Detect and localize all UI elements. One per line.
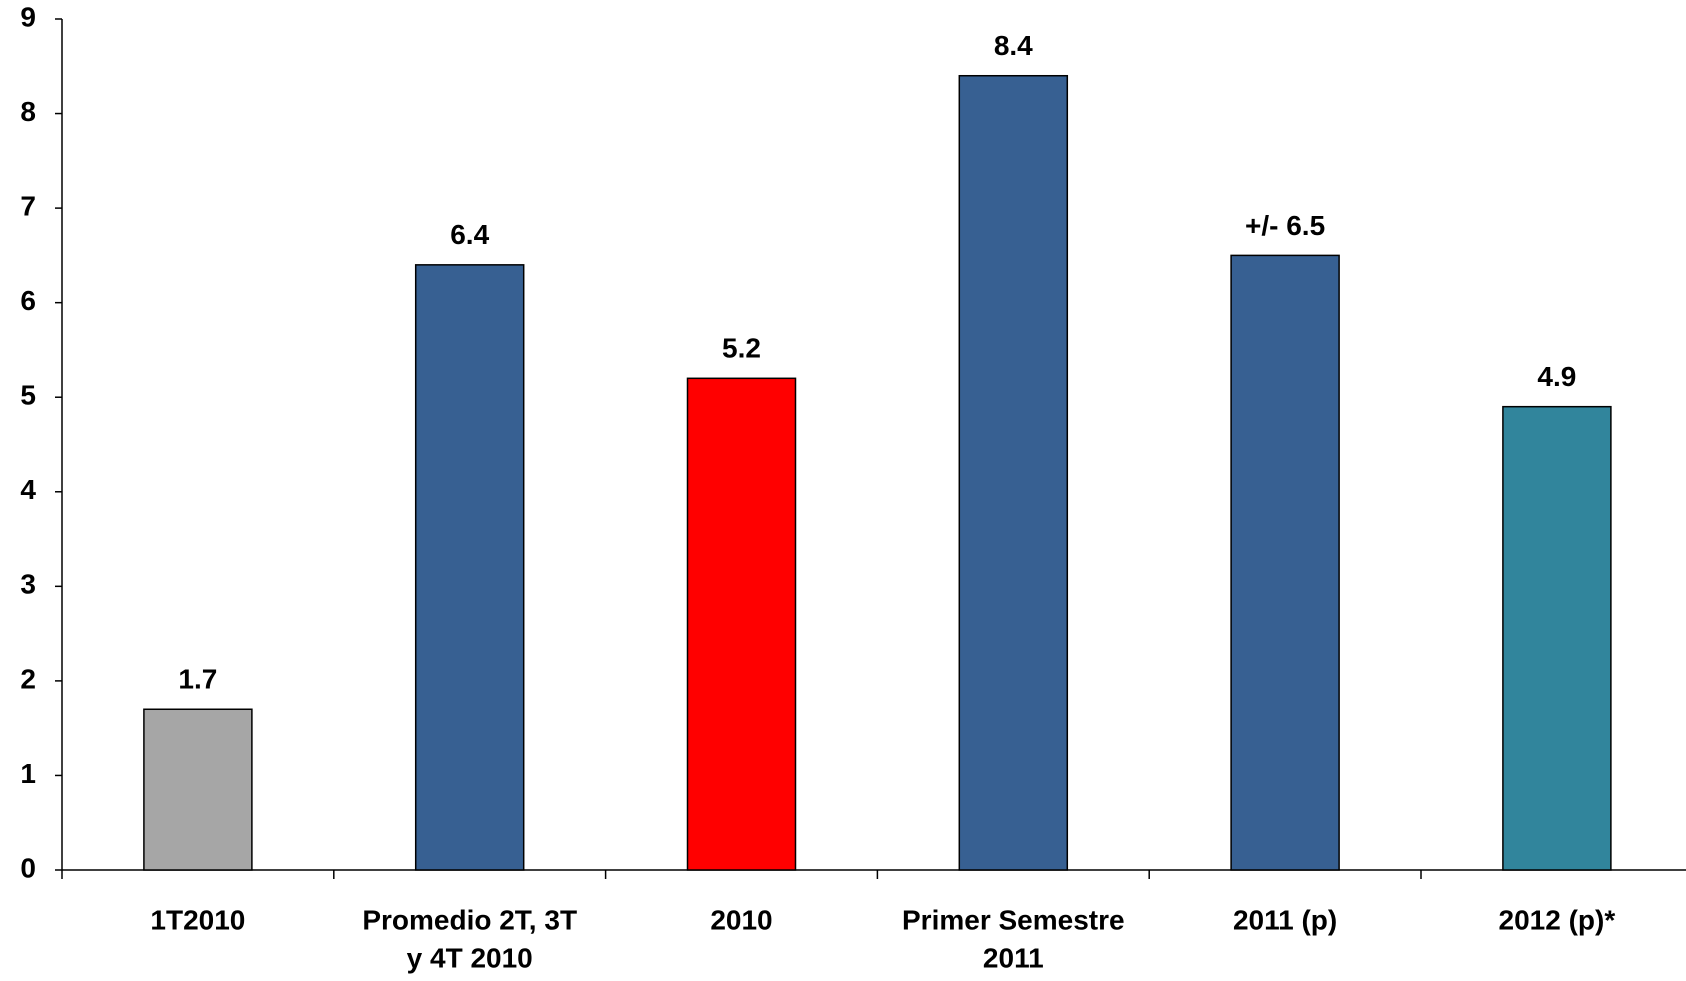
x-tick-label: 2012 (p)* bbox=[1499, 904, 1616, 935]
bar bbox=[958, 74, 1069, 871]
value-label: 5.2 bbox=[722, 333, 761, 364]
bar bbox=[414, 264, 525, 871]
x-tick-label: 2011 (p) bbox=[1233, 904, 1337, 935]
x-tick-label: Promedio 2T, 3T bbox=[362, 904, 577, 935]
bar bbox=[1230, 254, 1340, 871]
x-tick-label: y 4T 2010 bbox=[407, 942, 533, 973]
y-tick-label: 6 bbox=[20, 285, 36, 316]
value-label: 8.4 bbox=[994, 30, 1033, 61]
y-tick-label: 7 bbox=[20, 191, 36, 222]
x-tick-label: 2010 bbox=[710, 904, 772, 935]
bar bbox=[1502, 405, 1612, 871]
y-tick-label: 8 bbox=[20, 96, 36, 127]
value-label: 1.7 bbox=[178, 664, 217, 695]
value-label: 4.9 bbox=[1537, 361, 1576, 392]
x-tick-label: 1T2010 bbox=[150, 904, 245, 935]
value-label: +/- 6.5 bbox=[1245, 210, 1325, 241]
x-tick-label: Primer Semestre bbox=[902, 904, 1125, 935]
bar bbox=[686, 377, 797, 871]
y-tick-label: 4 bbox=[20, 474, 36, 505]
y-tick-label: 3 bbox=[20, 569, 36, 600]
y-tick-label: 2 bbox=[20, 663, 36, 694]
value-label: 6.4 bbox=[450, 219, 489, 250]
bar bbox=[143, 708, 253, 871]
y-tick-label: 9 bbox=[20, 1, 36, 32]
x-tick-label: 2011 bbox=[983, 942, 1044, 973]
y-tick-label: 1 bbox=[20, 758, 36, 789]
y-tick-label: 0 bbox=[20, 852, 36, 883]
y-tick-label: 5 bbox=[20, 380, 36, 411]
